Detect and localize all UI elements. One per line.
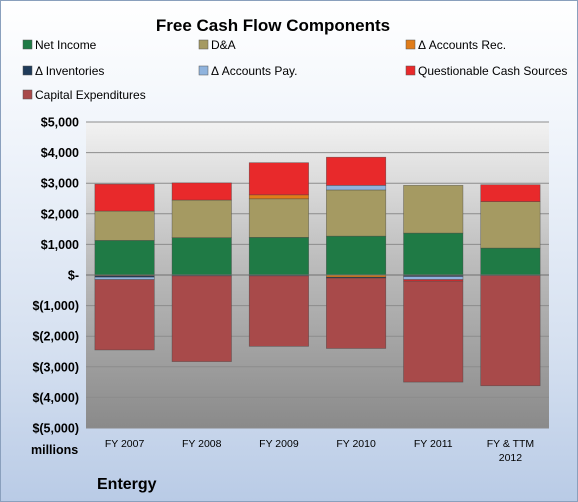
bar-segment	[248, 198, 309, 238]
bar-segment	[94, 240, 155, 276]
bar-segment	[480, 201, 541, 249]
bar-segment	[403, 232, 464, 276]
bar-segment	[326, 185, 387, 191]
legend-swatch	[405, 65, 416, 76]
legend-item: Δ Accounts Rec.	[405, 38, 506, 52]
bar-segment	[171, 275, 232, 362]
bar-segment	[326, 156, 387, 186]
bar-segment	[403, 276, 464, 280]
y-tick-label: $-	[68, 269, 79, 283]
bar-segment	[326, 277, 387, 349]
legend-label: Questionable Cash Sources	[418, 64, 567, 78]
chart-title: Free Cash Flow Components	[156, 16, 390, 35]
x-axis-ticks: FY 2007 FY 2008 FY 2009 FY 2010 FY 2011 FY & …	[105, 438, 534, 464]
y-tick-label: $(4,000)	[32, 391, 79, 405]
bar-segment	[94, 183, 155, 212]
y-axis-ticks: $5,000 $4,000 $3,000 $2,000 $1,000 $- $(1,000)…	[32, 116, 79, 436]
y-tick-label: $(2,000)	[32, 330, 79, 344]
y-tick-label: $(1,000)	[32, 299, 79, 313]
legend-swatch	[405, 39, 416, 50]
y-tick-label: $2,000	[41, 207, 79, 221]
gridlines	[86, 121, 549, 429]
company-label: Entergy	[97, 476, 157, 493]
legend-swatch	[198, 39, 209, 50]
bar-segment	[326, 235, 387, 276]
legend-swatch	[22, 89, 33, 100]
legend-item: Capital Expenditures	[22, 88, 146, 102]
legend-item: Questionable Cash Sources	[405, 64, 567, 78]
bar-segment	[248, 237, 309, 276]
legend-label: Δ Inventories	[35, 64, 104, 78]
x-tick-label: FY 2010	[336, 438, 376, 450]
legend-item: Net Income	[22, 38, 97, 52]
bar-segment	[326, 189, 387, 237]
bar-segment	[94, 210, 155, 241]
bar-segment	[480, 275, 541, 387]
bar-segment	[480, 247, 541, 276]
legend-item: Δ Inventories	[22, 64, 104, 78]
legend-swatch	[22, 39, 33, 50]
bar-segment	[248, 275, 309, 347]
legend-swatch	[22, 65, 33, 76]
bar-segment	[171, 199, 232, 238]
bar-segment	[403, 185, 464, 234]
bar-segment	[248, 162, 309, 196]
legend-label: D&A	[211, 38, 236, 52]
bar-segment	[480, 184, 541, 202]
x-tick-label: FY 2008	[182, 438, 222, 450]
y-tick-label: $4,000	[41, 146, 79, 160]
bar-segment	[403, 280, 464, 383]
legend-swatch	[198, 65, 209, 76]
y-tick-label: $3,000	[41, 177, 79, 191]
legend-label: Δ Accounts Rec.	[418, 38, 506, 52]
legend-label: Δ Accounts Pay.	[211, 64, 298, 78]
legend-label: Capital Expenditures	[35, 88, 146, 102]
legend-item: D&A	[198, 38, 236, 52]
units-label: millions	[31, 443, 78, 457]
bar-segment	[171, 237, 232, 276]
bar-segment	[94, 279, 155, 351]
bar-segment	[248, 194, 309, 200]
legend-label: Net Income	[35, 38, 97, 52]
x-tick-label: FY 2009	[259, 438, 299, 450]
x-tick-label: FY 2011	[414, 438, 453, 450]
chart-legend: Net Income D&A Δ Accounts Rec. Δ Inventorie…	[22, 38, 567, 102]
x-tick-label: FY & TTM 2012	[487, 438, 534, 464]
bar-segment	[171, 182, 232, 201]
y-tick-label: $5,000	[41, 116, 79, 130]
y-tick-label: $(3,000)	[32, 360, 79, 374]
y-tick-label: $1,000	[41, 238, 79, 252]
x-tick-label: FY 2007	[105, 438, 145, 450]
legend-item: Δ Accounts Pay.	[198, 64, 298, 78]
bar-segment	[94, 276, 155, 280]
y-tick-label: $(5,000)	[32, 422, 79, 436]
